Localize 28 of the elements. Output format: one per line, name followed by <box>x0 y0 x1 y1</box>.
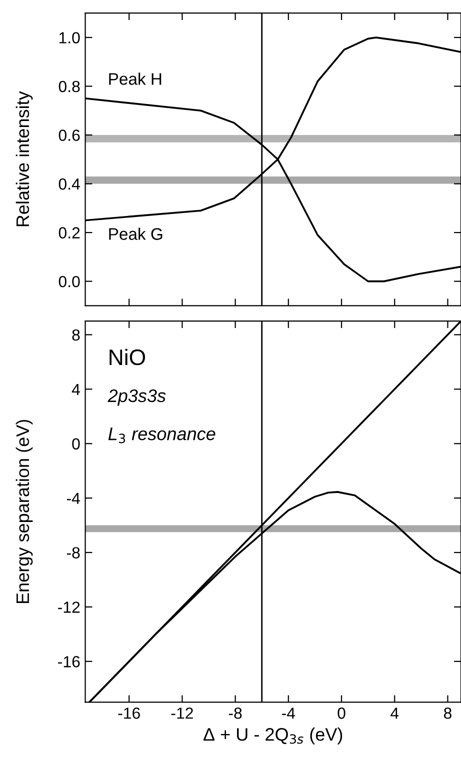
x-tick-label: 0 <box>338 708 346 719</box>
y-tick-label: -12 <box>58 602 80 613</box>
y-tick-label: 0.8 <box>58 80 80 92</box>
y-tick-label: 8 <box>72 329 80 341</box>
x-tick-label: 4 <box>390 708 399 719</box>
y-tick-label: 1.0 <box>59 32 80 44</box>
y-tick-label: 0.6 <box>58 130 80 141</box>
y-tick-label: 0 <box>72 438 80 450</box>
annotation: 2p3s3s <box>108 389 166 406</box>
x-tick-label: 8 <box>444 708 452 719</box>
y-tick-label: 0.2 <box>58 227 80 238</box>
annotation: NiO <box>110 348 146 366</box>
x-axis-title: Δ + U - 2Q$_{3s}$ (eV) <box>204 728 342 744</box>
x-tick-label: -8 <box>228 708 242 719</box>
y-tick-label: 4 <box>72 384 80 395</box>
y-tick-label: -4 <box>66 492 80 504</box>
y-tick-label: 0.0 <box>58 276 80 288</box>
y-tick-label: 0.4 <box>58 178 80 190</box>
y-axis-title: Relative intensity <box>16 91 33 226</box>
annotation: Peak G <box>109 228 162 240</box>
x-tick-label: -4 <box>282 708 296 719</box>
y-tick-label: -16 <box>58 656 80 668</box>
x-tick-label: -16 <box>118 708 140 719</box>
x-tick-label: -12 <box>171 708 193 719</box>
annotation: L$_{3}$ resonance <box>108 428 216 444</box>
y-tick-label: -8 <box>66 547 80 558</box>
y-axis-title: Energy separation (eV) <box>16 420 33 604</box>
annotation: Peak H <box>109 72 162 85</box>
